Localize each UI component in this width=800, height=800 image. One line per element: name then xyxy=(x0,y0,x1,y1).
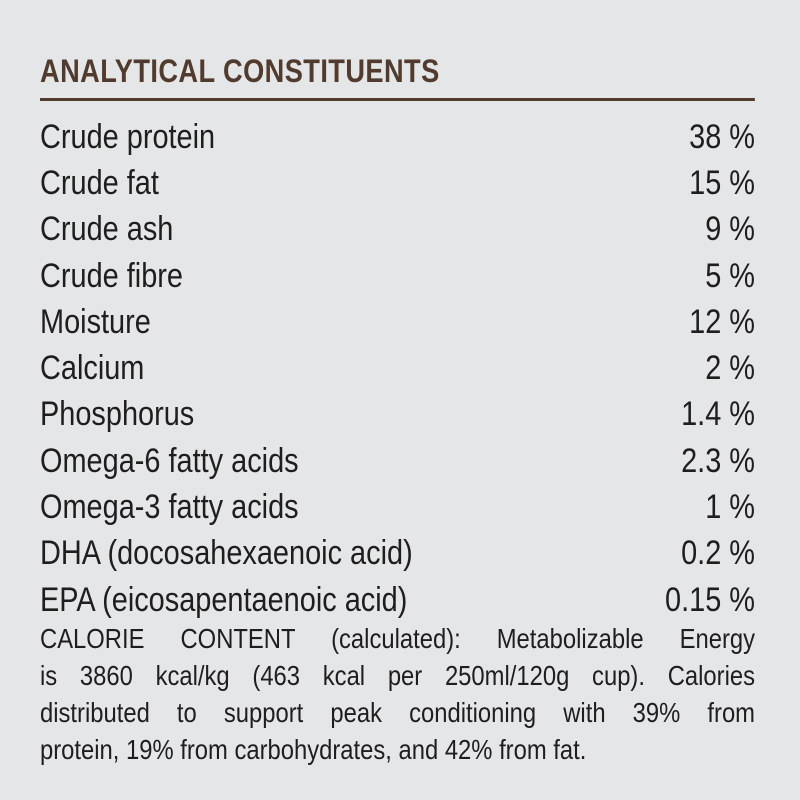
row-label: Moisture xyxy=(40,302,151,341)
table-row: Calcium 2 % xyxy=(40,345,755,391)
row-label: Crude fat xyxy=(40,163,159,202)
table-row: EPA (eicosapentaenoic acid) 0.15 % xyxy=(40,577,755,623)
row-label: Calcium xyxy=(40,349,145,388)
row-label: Omega-6 fatty acids xyxy=(40,441,299,480)
row-label: Crude protein xyxy=(40,117,216,156)
row-value: 12 % xyxy=(689,302,756,341)
row-label: Omega-3 fatty acids xyxy=(40,488,299,527)
table-row: Crude fat 15 % xyxy=(40,160,755,206)
table-row: DHA (docosahexaenoic acid) 0.2 % xyxy=(40,531,755,577)
row-value: 0.15 % xyxy=(665,580,756,619)
calorie-line: is 3860 kcal/kg (463 kcal per 250ml/120g… xyxy=(40,660,756,692)
constituents-table: Crude protein 38 % Crude fat 15 % Crude ash 9… xyxy=(40,114,755,623)
table-row: Omega-6 fatty acids 2.3 % xyxy=(40,438,755,484)
row-value: 1 % xyxy=(705,488,756,527)
table-row: Moisture 12 % xyxy=(40,299,755,345)
table-row: Crude protein 38 % xyxy=(40,114,755,160)
title-divider xyxy=(40,98,756,101)
row-label: Crude fibre xyxy=(40,256,183,295)
row-value: 1.4 % xyxy=(681,395,756,434)
table-row: Crude fibre 5 % xyxy=(40,253,755,299)
row-label: DHA (docosahexaenoic acid) xyxy=(40,534,413,573)
analytical-constituents-panel: ANALYTICAL CONSTITUENTS Crude protein 38 … xyxy=(40,53,756,768)
row-value: 38 % xyxy=(689,117,756,156)
row-value: 0.2 % xyxy=(681,534,756,573)
row-label: EPA (eicosapentaenoic acid) xyxy=(40,580,408,619)
row-value: 9 % xyxy=(705,210,756,249)
table-row: Phosphorus 1.4 % xyxy=(40,392,755,438)
calorie-line: protein, 19% from carbohydrates, and 42%… xyxy=(40,734,587,766)
content-column: ANALYTICAL CONSTITUENTS Crude protein 38 … xyxy=(40,53,756,768)
table-row: Omega-3 fatty acids 1 % xyxy=(40,484,755,530)
row-label: Crude ash xyxy=(40,210,174,249)
row-value: 15 % xyxy=(689,163,756,202)
calorie-line: CALORIE CONTENT (calculated): Metaboliza… xyxy=(40,623,756,655)
page-title: ANALYTICAL CONSTITUENTS xyxy=(40,53,440,89)
row-value: 2 % xyxy=(705,349,756,388)
row-value: 2.3 % xyxy=(681,441,756,480)
row-value: 5 % xyxy=(705,256,756,295)
calorie-line: distributed to support peak conditioning… xyxy=(40,697,756,729)
row-label: Phosphorus xyxy=(40,395,195,434)
table-row: Crude ash 9 % xyxy=(40,207,755,253)
calorie-content: CALORIE CONTENT (calculated): Metaboliza… xyxy=(40,620,755,768)
